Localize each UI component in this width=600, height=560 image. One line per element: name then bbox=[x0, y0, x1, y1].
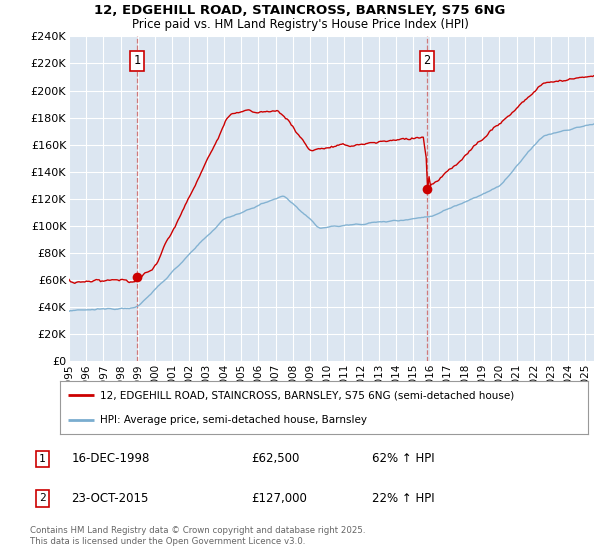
Text: 2: 2 bbox=[39, 493, 46, 503]
Text: £127,000: £127,000 bbox=[251, 492, 307, 505]
Text: 62% ↑ HPI: 62% ↑ HPI bbox=[372, 452, 435, 465]
Text: Price paid vs. HM Land Registry's House Price Index (HPI): Price paid vs. HM Land Registry's House … bbox=[131, 18, 469, 31]
Text: 12, EDGEHILL ROAD, STAINCROSS, BARNSLEY, S75 6NG: 12, EDGEHILL ROAD, STAINCROSS, BARNSLEY,… bbox=[94, 4, 506, 17]
Text: HPI: Average price, semi-detached house, Barnsley: HPI: Average price, semi-detached house,… bbox=[100, 414, 367, 424]
Text: 16-DEC-1998: 16-DEC-1998 bbox=[71, 452, 150, 465]
Text: 1: 1 bbox=[39, 454, 46, 464]
Text: 12, EDGEHILL ROAD, STAINCROSS, BARNSLEY, S75 6NG (semi-detached house): 12, EDGEHILL ROAD, STAINCROSS, BARNSLEY,… bbox=[100, 390, 514, 400]
Text: 22% ↑ HPI: 22% ↑ HPI bbox=[372, 492, 435, 505]
Text: 2: 2 bbox=[424, 54, 431, 67]
Text: £62,500: £62,500 bbox=[251, 452, 299, 465]
Text: 1: 1 bbox=[134, 54, 140, 67]
Text: 23-OCT-2015: 23-OCT-2015 bbox=[71, 492, 149, 505]
Text: Contains HM Land Registry data © Crown copyright and database right 2025.
This d: Contains HM Land Registry data © Crown c… bbox=[30, 526, 365, 546]
